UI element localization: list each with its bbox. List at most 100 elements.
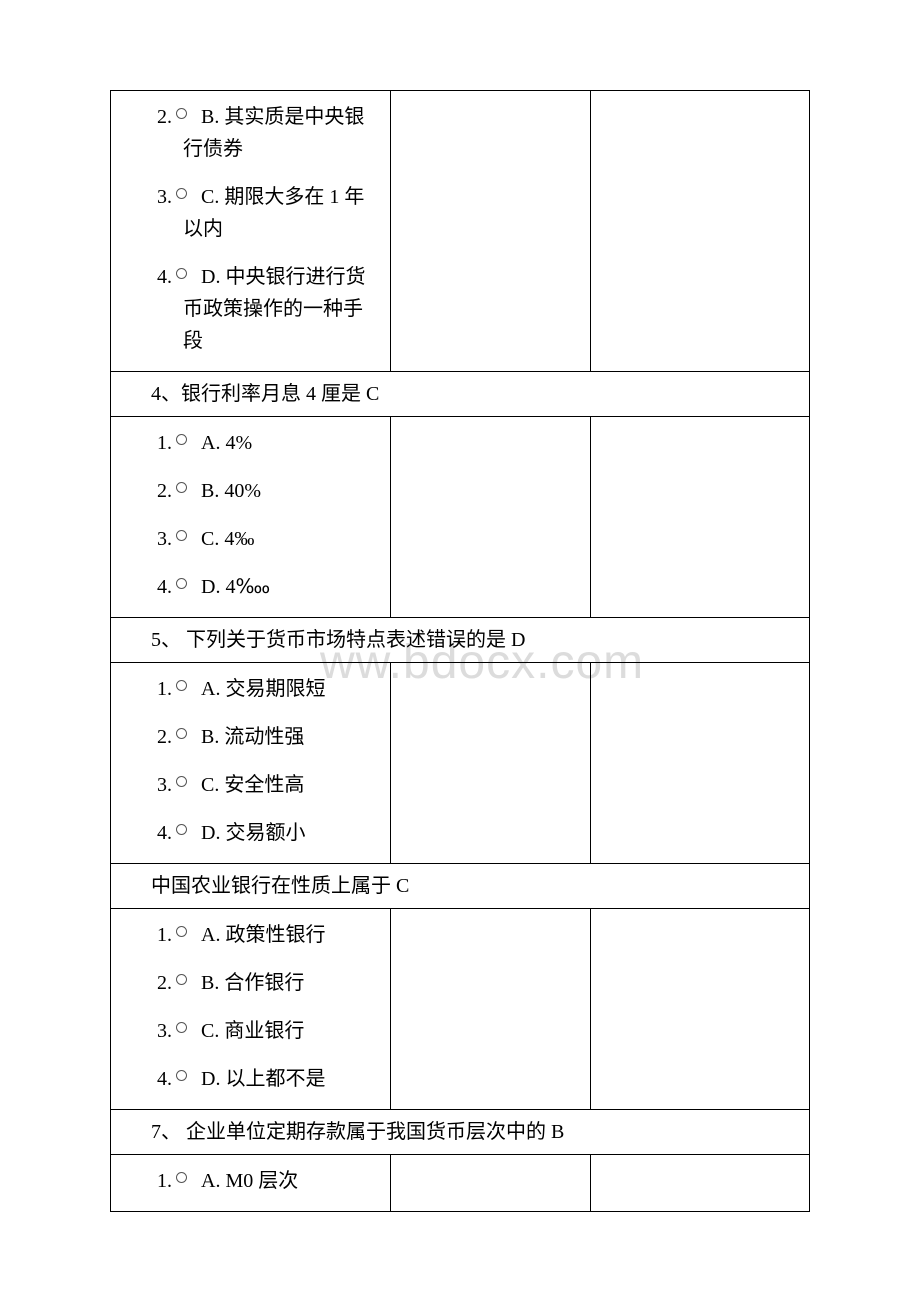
- option-text: 政策性银行: [220, 924, 325, 946]
- radio-icon[interactable]: [176, 188, 187, 199]
- question-row: 5、 下列关于货币市场特点表述错误的是 D: [111, 618, 810, 663]
- answers-cell: 1.A. 4%2.B. 40%3.C. 4‰4.D. 4‱: [111, 417, 391, 618]
- option-item[interactable]: 2.B. 其实质是中央银行债券: [145, 101, 382, 165]
- option-number: 1.: [157, 432, 172, 454]
- option-number: 3.: [157, 774, 172, 796]
- option-number: 1.: [157, 924, 172, 946]
- radio-icon[interactable]: [176, 434, 187, 445]
- option-item[interactable]: 4. D. 以上都不是: [145, 1063, 382, 1095]
- radio-icon[interactable]: [176, 578, 187, 589]
- option-label: B.: [201, 726, 219, 748]
- option-item[interactable]: 3.C. 商业银行: [145, 1015, 382, 1047]
- question-stem: 7、 企业单位定期存款属于我国货币层次中的 B: [111, 1110, 810, 1155]
- option-item[interactable]: 2. B. 合作银行: [145, 967, 382, 999]
- option-label: B.: [201, 972, 219, 994]
- option-label: D.: [201, 266, 220, 288]
- option-label: D.: [201, 822, 220, 844]
- question-row: 中国农业银行在性质上属于 C: [111, 864, 810, 909]
- option-item[interactable]: 1. A. M0 层次: [145, 1165, 382, 1197]
- option-label: D.: [201, 576, 220, 598]
- option-number: 3.: [157, 186, 172, 208]
- option-number: 4.: [157, 576, 172, 598]
- option-label: C.: [201, 528, 219, 550]
- answers-row: 1. A. M0 层次: [111, 1155, 810, 1212]
- option-text: 交易额小: [220, 822, 305, 844]
- option-number: 2.: [157, 106, 172, 128]
- option-text: 流动性强: [219, 726, 304, 748]
- answers-cell: 1. A. M0 层次: [111, 1155, 391, 1212]
- empty-cell: [591, 91, 810, 372]
- answers-row: 1. A. 交易期限短 2. B. 流动性强 3.C. 安全性高 4. D. 交易额小: [111, 663, 810, 864]
- option-label: D.: [201, 1068, 220, 1090]
- empty-cell: [391, 1155, 591, 1212]
- answers-row: 2.B. 其实质是中央银行债券3.C. 期限大多在 1 年以内4.D. 中央银行…: [111, 91, 810, 372]
- option-label: B.: [201, 106, 219, 128]
- question-row: 4、银行利率月息 4 厘是 C: [111, 372, 810, 417]
- option-item[interactable]: 3.C. 4‰: [145, 523, 382, 555]
- answers-cell: 2.B. 其实质是中央银行债券3.C. 期限大多在 1 年以内4.D. 中央银行…: [111, 91, 391, 372]
- radio-icon[interactable]: [176, 1022, 187, 1033]
- option-text: 合作银行: [219, 972, 304, 994]
- empty-cell: [391, 91, 591, 372]
- answers-cell: 1. A. 交易期限短 2. B. 流动性强 3.C. 安全性高 4. D. 交易额小: [111, 663, 391, 864]
- radio-icon[interactable]: [176, 926, 187, 937]
- radio-icon[interactable]: [176, 824, 187, 835]
- empty-cell: [391, 909, 591, 1110]
- option-text: 4‱: [220, 576, 270, 598]
- option-label: C.: [201, 186, 219, 208]
- empty-cell: [591, 663, 810, 864]
- page-container: ww.bdocx.com 2.B. 其实质是中央银行债券3.C. 期限大多在 1…: [110, 90, 810, 1212]
- option-number: 3.: [157, 1020, 172, 1042]
- option-label: A.: [201, 1170, 220, 1192]
- radio-icon[interactable]: [176, 974, 187, 985]
- option-item[interactable]: 2. B. 流动性强: [145, 721, 382, 753]
- empty-cell: [391, 417, 591, 618]
- option-label: A.: [201, 678, 220, 700]
- question-stem: 5、 下列关于货币市场特点表述错误的是 D: [111, 618, 810, 663]
- option-number: 2.: [157, 480, 172, 502]
- exam-table-body: 2.B. 其实质是中央银行债券3.C. 期限大多在 1 年以内4.D. 中央银行…: [111, 91, 810, 1212]
- option-item[interactable]: 1.A. 4%: [145, 427, 382, 459]
- radio-icon[interactable]: [176, 530, 187, 541]
- option-number: 4.: [157, 822, 172, 844]
- radio-icon[interactable]: [176, 776, 187, 787]
- option-number: 1.: [157, 678, 172, 700]
- option-label: A.: [201, 924, 220, 946]
- radio-icon[interactable]: [176, 268, 187, 279]
- answers-row: 1. A. 政策性银行 2. B. 合作银行 3.C. 商业银行 4. D. 以上都不是: [111, 909, 810, 1110]
- option-number: 4.: [157, 1068, 172, 1090]
- radio-icon[interactable]: [176, 728, 187, 739]
- option-number: 2.: [157, 726, 172, 748]
- radio-icon[interactable]: [176, 1070, 187, 1081]
- option-item[interactable]: 3.C. 期限大多在 1 年以内: [145, 181, 382, 245]
- radio-icon[interactable]: [176, 482, 187, 493]
- answers-row: 1.A. 4%2.B. 40%3.C. 4‰4.D. 4‱: [111, 417, 810, 618]
- option-text: 交易期限短: [220, 678, 325, 700]
- radio-icon[interactable]: [176, 108, 187, 119]
- option-number: 3.: [157, 528, 172, 550]
- question-stem: 4、银行利率月息 4 厘是 C: [111, 372, 810, 417]
- option-number: 4.: [157, 266, 172, 288]
- empty-cell: [591, 1155, 810, 1212]
- option-item[interactable]: 1. A. 政策性银行: [145, 919, 382, 951]
- option-item[interactable]: 4. D. 交易额小: [145, 817, 382, 849]
- option-text: 40%: [219, 480, 261, 502]
- option-item[interactable]: 4. D. 4‱: [145, 571, 382, 603]
- empty-cell: [391, 663, 591, 864]
- option-item[interactable]: 4.D. 中央银行进行货币政策操作的一种手段: [145, 261, 382, 357]
- option-label: B.: [201, 480, 219, 502]
- option-text: 商业银行: [219, 1020, 304, 1042]
- option-text: 以上都不是: [220, 1068, 325, 1090]
- option-item[interactable]: 3.C. 安全性高: [145, 769, 382, 801]
- radio-icon[interactable]: [176, 680, 187, 691]
- option-number: 2.: [157, 972, 172, 994]
- question-stem: 中国农业银行在性质上属于 C: [111, 864, 810, 909]
- option-text: M0 层次: [220, 1170, 298, 1192]
- answers-cell: 1. A. 政策性银行 2. B. 合作银行 3.C. 商业银行 4. D. 以上都不是: [111, 909, 391, 1110]
- option-item[interactable]: 1. A. 交易期限短: [145, 673, 382, 705]
- empty-cell: [591, 417, 810, 618]
- radio-icon[interactable]: [176, 1172, 187, 1183]
- empty-cell: [591, 909, 810, 1110]
- option-item[interactable]: 2. B. 40%: [145, 475, 382, 507]
- option-number: 1.: [157, 1170, 172, 1192]
